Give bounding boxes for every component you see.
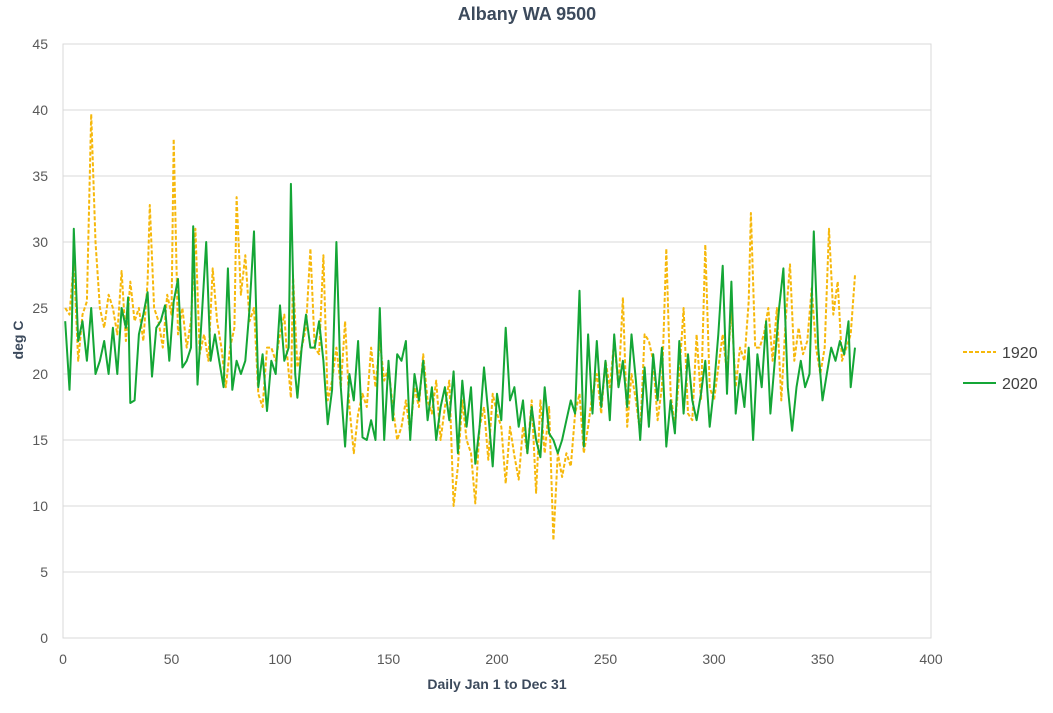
x-tick-label-50: 50: [164, 651, 180, 667]
y-tick-label-45: 45: [32, 36, 48, 52]
legend-label-1920: 1920: [1002, 345, 1038, 362]
legend: 1920 2020: [963, 345, 1038, 393]
y-tick-label-40: 40: [32, 102, 48, 118]
y-axis-title: deg C: [10, 321, 26, 360]
x-tick-label-0: 0: [59, 651, 67, 667]
y-tick-label-35: 35: [32, 168, 48, 184]
y-tick-label-20: 20: [32, 366, 48, 382]
x-tick-label-300: 300: [702, 651, 726, 667]
y-tick-label-0: 0: [40, 630, 48, 646]
plot-area-border: [62, 43, 932, 639]
x-tick-label-200: 200: [485, 651, 509, 667]
series-line-1920: [64, 113, 856, 542]
y-axis-tick-labels: 0 5 10 15 20 25 30 35 40 45: [32, 36, 48, 646]
y-tick-label-30: 30: [32, 234, 48, 250]
y-tick-label-5: 5: [40, 564, 48, 580]
series-lines: [64, 113, 856, 542]
x-tick-label-350: 350: [811, 651, 835, 667]
y-tick-label-15: 15: [32, 432, 48, 448]
series-line-2020: [64, 182, 856, 468]
y-tick-label-10: 10: [32, 498, 48, 514]
legend-label-2020: 2020: [1002, 376, 1038, 393]
x-tick-label-150: 150: [377, 651, 401, 667]
y-tick-label-25: 25: [32, 300, 48, 316]
x-tick-label-100: 100: [268, 651, 292, 667]
chart-title: Albany WA 9500: [458, 4, 596, 24]
x-axis-tick-labels: 0 50 100 150 200 250 300 350 400: [59, 651, 943, 667]
x-tick-label-250: 250: [594, 651, 618, 667]
x-tick-label-400: 400: [919, 651, 943, 667]
x-axis-title: Daily Jan 1 to Dec 31: [427, 676, 567, 692]
